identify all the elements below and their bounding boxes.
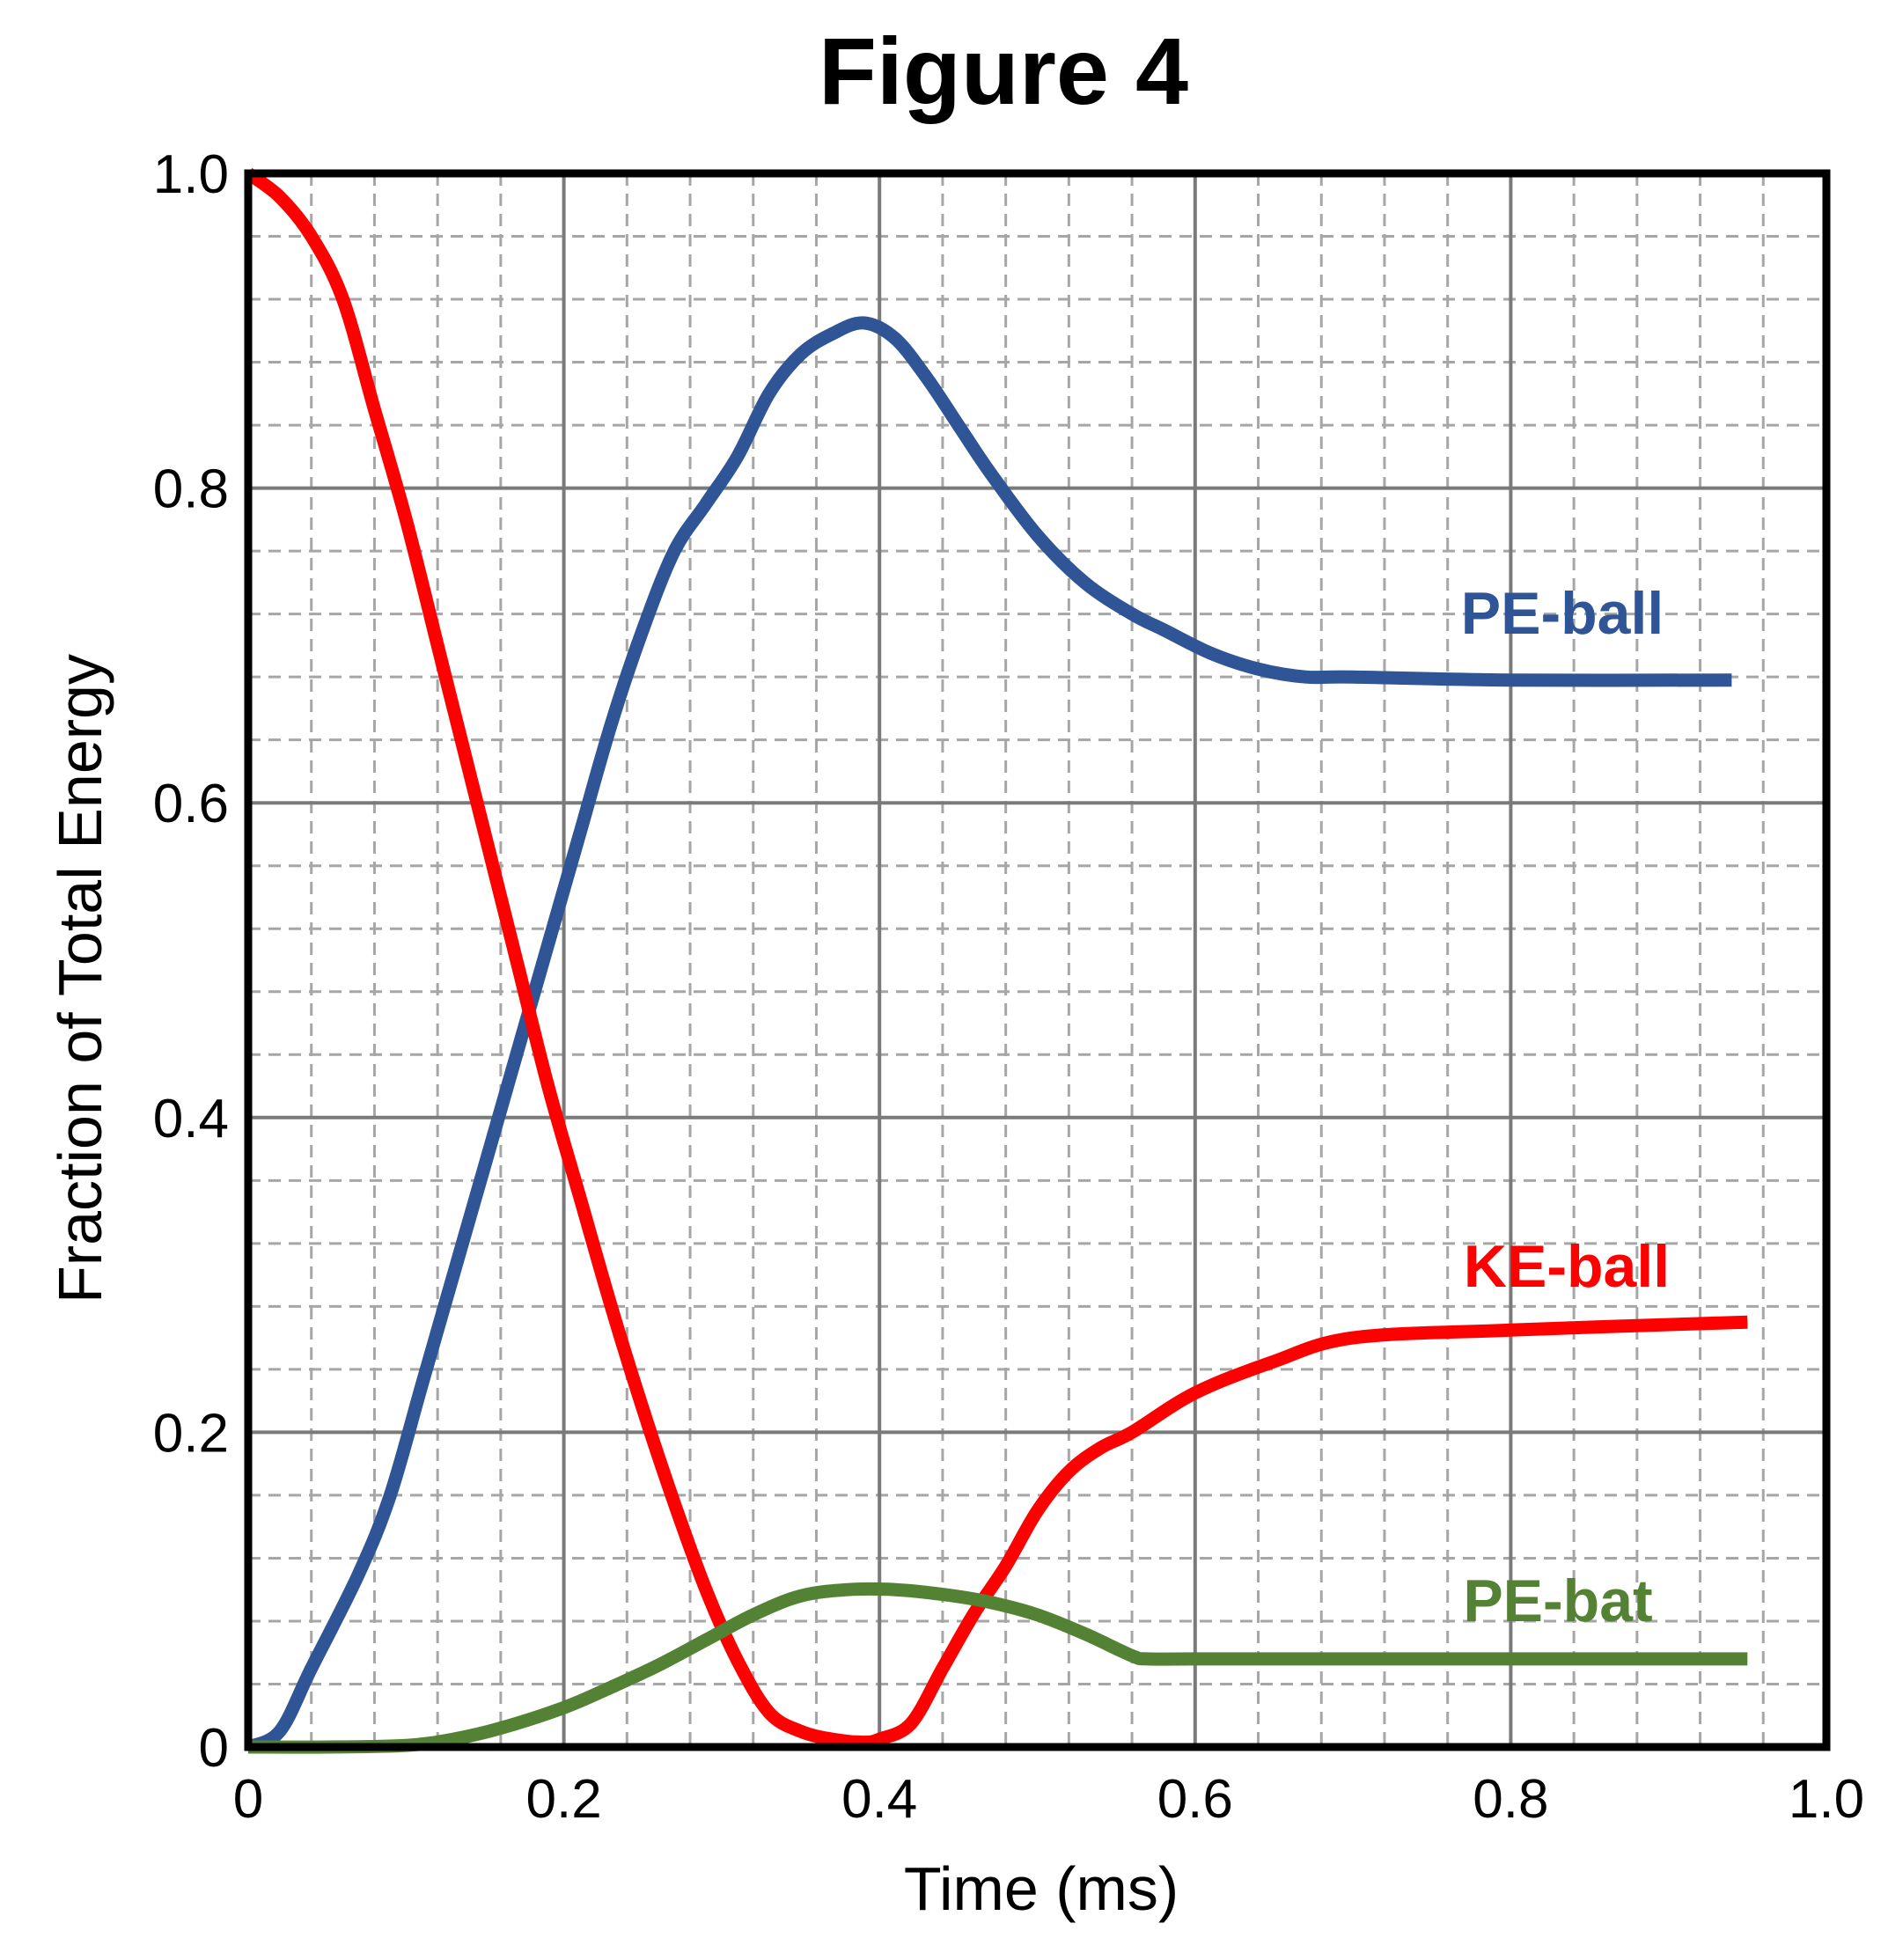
series-label-ke-ball: KE-ball (1464, 1233, 1670, 1300)
series-line-pe-bat (247, 1582, 1748, 1754)
y-tick-label: 0 (199, 1718, 229, 1779)
x-tick-label: 0 (233, 1769, 263, 1830)
series-label-pe-ball: PE-ball (1461, 580, 1664, 647)
series-line-ke-ball (244, 167, 1748, 1750)
x-tick-label: 0.4 (841, 1769, 917, 1830)
x-tick-label: 1.0 (1789, 1769, 1864, 1830)
x-axis-label: Time (ms) (904, 1854, 1179, 1923)
series-label-pe-bat: PE-bat (1463, 1567, 1652, 1634)
series-lines (244, 167, 1748, 1754)
x-tick-label: 0.2 (525, 1769, 601, 1830)
y-tick-label: 0.8 (153, 459, 229, 520)
chart-title: Figure 4 (819, 18, 1188, 124)
series-line-pe-ball (245, 316, 1732, 1754)
y-tick-label: 0.4 (153, 1089, 229, 1149)
series-labels: PE-ball KE-ball PE-bat (1461, 580, 1670, 1634)
tick-labels: 0 0.2 0.4 0.6 0.8 1.0 0 0.2 0.4 0.6 0.8 1.0 (153, 144, 1864, 1830)
y-tick-label: 1.0 (153, 144, 229, 205)
x-tick-label: 0.6 (1157, 1769, 1233, 1830)
y-axis-label: Fraction of Total Energy (46, 654, 114, 1303)
plot-frame (244, 169, 1831, 1751)
x-tick-label: 0.8 (1473, 1769, 1548, 1830)
y-tick-label: 0.6 (153, 774, 229, 834)
y-tick-label: 0.2 (153, 1403, 229, 1464)
